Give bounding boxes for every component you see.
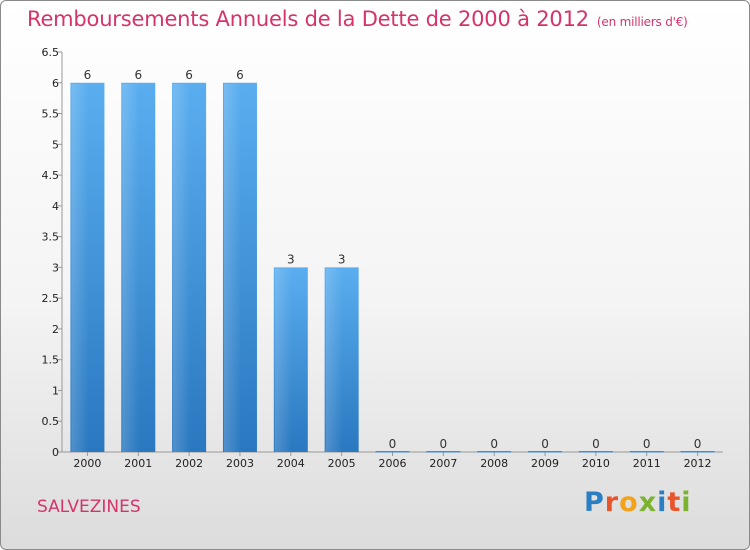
x-tick-label: 2010 xyxy=(582,457,610,470)
data-label: 0 xyxy=(592,437,600,451)
x-tick-label: 2005 xyxy=(328,457,356,470)
x-tick-label: 2006 xyxy=(379,457,407,470)
proxiti-logo: Proxiti xyxy=(584,487,692,518)
y-tick-label: 2 xyxy=(52,323,59,336)
commune-name: SALVEZINES xyxy=(37,497,141,517)
bar-2009 xyxy=(528,451,563,453)
bar-2008 xyxy=(477,451,512,453)
bar-2007 xyxy=(426,451,461,453)
bar-highlight xyxy=(274,268,292,452)
x-tick-label: 2011 xyxy=(633,457,661,470)
bar-2012 xyxy=(680,451,715,453)
y-tick-label: 6.5 xyxy=(42,46,60,59)
x-tick-label: 2009 xyxy=(531,457,559,470)
data-label: 6 xyxy=(185,68,193,82)
x-tick-label: 2001 xyxy=(124,457,152,470)
y-tick-label: 2.5 xyxy=(42,292,60,305)
x-tick-label: 2003 xyxy=(226,457,254,470)
data-label: 6 xyxy=(236,68,244,82)
data-label: 0 xyxy=(440,437,448,451)
y-tick-label: 4.5 xyxy=(42,169,60,182)
x-tick-label: 2012 xyxy=(684,457,712,470)
x-tick-label: 2008 xyxy=(480,457,508,470)
bar-highlight xyxy=(173,83,191,453)
logo-letter: P xyxy=(584,487,605,518)
y-tick-label: 1 xyxy=(52,384,59,397)
logo-letter: t xyxy=(667,487,682,518)
y-tick-label: 6 xyxy=(52,77,59,90)
y-tick-label: 0.5 xyxy=(42,415,60,428)
x-tick-label: 2000 xyxy=(73,457,101,470)
y-tick-label: 3.5 xyxy=(42,231,60,244)
data-label: 0 xyxy=(694,437,702,451)
logo-letter: o xyxy=(619,487,639,518)
x-tick-label: 2002 xyxy=(175,457,203,470)
axes: 0 0.5 1 1.5 2 2.5 3 3.5 4 4.5 5 5.5 6 6.5 2000 2001 2002… xyxy=(42,46,723,470)
chart-title: Remboursements Annuels de la Dette de 20… xyxy=(27,7,688,31)
logo-letter: x xyxy=(638,487,658,518)
bar-2006 xyxy=(375,451,410,453)
title-text: Remboursements Annuels de la Dette de 20… xyxy=(27,7,589,31)
x-tick-label: 2007 xyxy=(429,457,457,470)
logo-letter: i xyxy=(681,487,692,518)
bar-2010 xyxy=(578,451,613,453)
bars xyxy=(70,82,715,453)
bar-highlight xyxy=(122,83,140,453)
y-tick-label: 3 xyxy=(52,261,59,274)
data-label: 6 xyxy=(84,68,92,82)
bar-2011 xyxy=(629,451,664,453)
data-label: 0 xyxy=(643,437,651,451)
logo-letter: r xyxy=(604,487,620,518)
data-label: 3 xyxy=(338,252,346,266)
data-label: 3 xyxy=(287,252,295,266)
bar-highlight xyxy=(71,83,89,453)
y-tick-label: 4 xyxy=(52,200,59,213)
y-tick-label: 0 xyxy=(52,446,59,459)
y-tick-label: 5 xyxy=(52,138,59,151)
data-label: 0 xyxy=(541,437,549,451)
logo-letter: i xyxy=(657,487,668,518)
data-labels: 6 6 6 6 3 3 0 0 0 0 0 0 0 xyxy=(84,68,702,451)
y-tick-label: 5.5 xyxy=(42,108,60,121)
bar-highlight xyxy=(325,268,343,452)
data-label: 0 xyxy=(490,437,498,451)
bar-highlight xyxy=(223,83,241,453)
y-tick-label: 1.5 xyxy=(42,354,60,367)
x-tick-label: 2004 xyxy=(277,457,305,470)
unit-label: (en milliers d'€) xyxy=(596,15,688,29)
data-label: 0 xyxy=(389,437,397,451)
data-label: 6 xyxy=(134,68,142,82)
